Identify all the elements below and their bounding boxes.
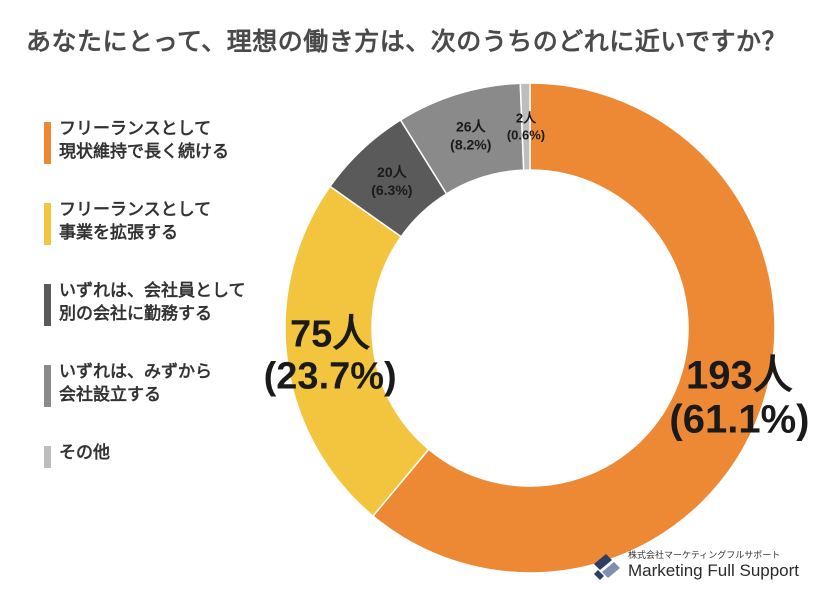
legend-label: いずれは、みずから 会社設立する (59, 362, 212, 405)
chart-title: あなたにとって、理想の働き方は、次のうちのどれに近いですか？ (26, 27, 788, 56)
slice-count-label: 20人 (377, 164, 408, 180)
legend-label: フリーランスとして 現状維持で長く続ける (59, 119, 229, 162)
slice-count-label: 26人 (456, 118, 487, 134)
legend-item: フリーランスとして 事業を拡張する (44, 199, 211, 245)
brand-name: Marketing Full Support (628, 561, 800, 580)
legend-item: いずれは、会社員として 別の会社に勤務する (44, 280, 246, 326)
brand-subtitle: 株式会社マーケティングフルサポート (628, 551, 781, 561)
brand-logo-icon (594, 554, 620, 580)
legend-swatch (44, 365, 51, 407)
legend-item: その他 (44, 442, 110, 468)
slice-count-label: 193人 (686, 354, 793, 398)
legend-swatch (44, 203, 51, 245)
legend-swatch (44, 446, 51, 468)
legend-item: フリーランスとして 現状維持で長く続ける (44, 118, 229, 164)
donut-slice (371, 82, 776, 574)
legend-label: いずれは、会社員として 別の会社に勤務する (59, 281, 246, 324)
slice-percent-label: (23.7%) (264, 355, 397, 397)
legend-label: その他 (59, 443, 110, 463)
slice-count-label: 2人 (516, 111, 537, 126)
legend-label: フリーランスとして 事業を拡張する (59, 200, 212, 243)
donut-slice (519, 82, 531, 171)
slice-percent-label: (0.6%) (507, 128, 545, 143)
slice-percent-label: (8.2%) (450, 136, 491, 152)
brand: 株式会社マーケティングフルサポート Marketing Full Support (592, 546, 832, 586)
legend-swatch (44, 122, 51, 164)
slice-percent-label: (6.3%) (371, 182, 412, 198)
donut-slice (284, 185, 430, 518)
legend-swatch (44, 284, 51, 326)
slice-count-label: 75人 (290, 313, 370, 355)
legend-item: いずれは、みずから 会社設立する (44, 361, 212, 407)
slice-percent-label: (61.1%) (669, 398, 809, 442)
